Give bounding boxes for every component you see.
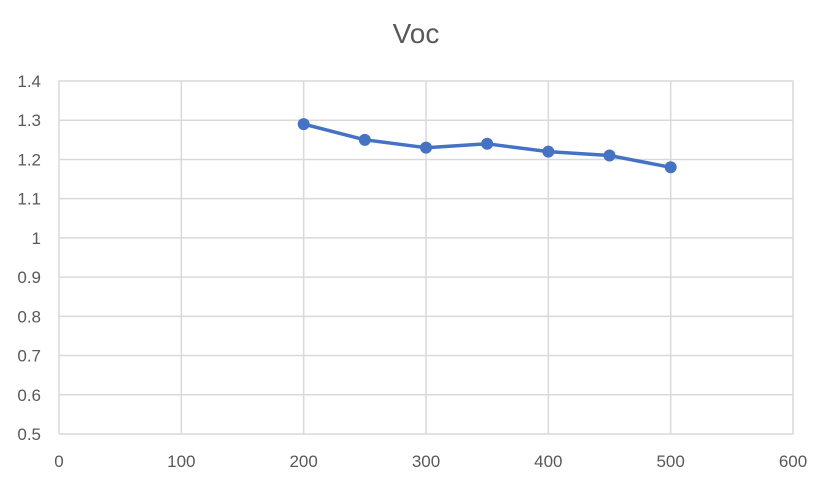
- y-tick-label: 0.7: [17, 347, 41, 366]
- y-tick-label: 1.1: [17, 190, 41, 209]
- series: [297, 118, 677, 174]
- data-point: [297, 118, 310, 131]
- x-tick-label: 600: [779, 452, 807, 471]
- x-tick-label: 500: [656, 452, 684, 471]
- axis-tick-labels: 0.5 0.6 0.7 0.8 0.9 1 1.1 1.2 1.3 1.4 0 100 200 300 40…: [17, 72, 807, 471]
- chart-title: Voc: [393, 18, 440, 49]
- y-tick-label: 0.8: [17, 307, 41, 326]
- x-tick-label: 200: [289, 452, 317, 471]
- y-tick-label: 0.9: [17, 268, 41, 287]
- y-tick-label: 1.3: [17, 111, 41, 130]
- data-point: [481, 137, 494, 150]
- x-tick-label: 100: [167, 452, 195, 471]
- data-point: [603, 149, 616, 162]
- y-tick-label: 1.4: [17, 72, 41, 91]
- y-tick-label: 0.5: [17, 425, 41, 444]
- x-tick-label: 300: [412, 452, 440, 471]
- x-tick-label: 400: [534, 452, 562, 471]
- data-point: [420, 141, 432, 154]
- data-point: [664, 161, 677, 174]
- data-point: [542, 145, 555, 158]
- y-tick-label: 0.6: [17, 386, 41, 405]
- x-tick-label: 0: [54, 452, 63, 471]
- data-point: [358, 133, 371, 146]
- y-tick-label: 1: [32, 229, 41, 248]
- grid: [58, 80, 794, 435]
- y-tick-label: 1.2: [17, 150, 41, 169]
